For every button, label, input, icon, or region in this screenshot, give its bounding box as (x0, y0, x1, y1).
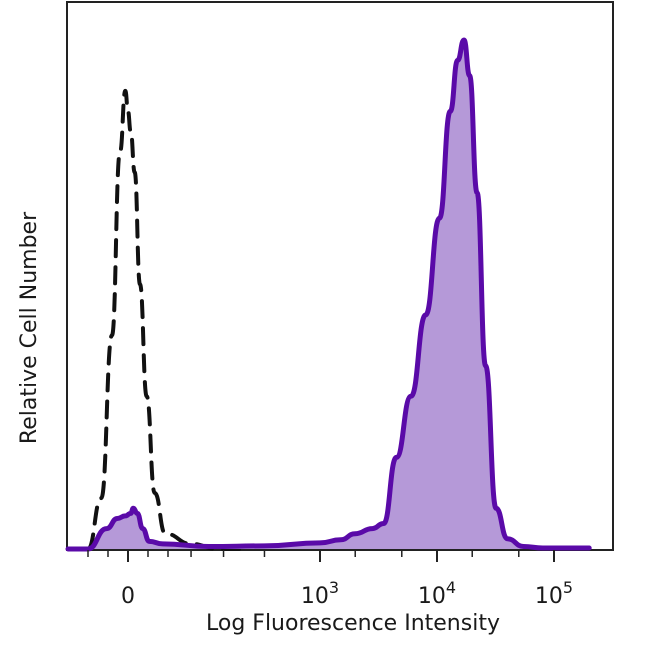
x-tick-label-0: 0 (121, 584, 135, 609)
series-1-line (65, 37, 592, 552)
plot-frame (66, 1, 614, 551)
series-1-area (68, 40, 590, 549)
series-0-line (86, 88, 245, 551)
x-axis-label: Log Fluorescence Intensity (206, 611, 500, 636)
x-tick-label-1: 103 (301, 578, 339, 609)
y-axis-label: Relative Cell Number (17, 211, 42, 444)
x-ticks: 0 103 104 105 (87, 550, 573, 609)
x-tick-label-3: 105 (535, 578, 573, 609)
x-tick-label-2: 104 (418, 578, 456, 609)
series-layer (65, 37, 592, 552)
